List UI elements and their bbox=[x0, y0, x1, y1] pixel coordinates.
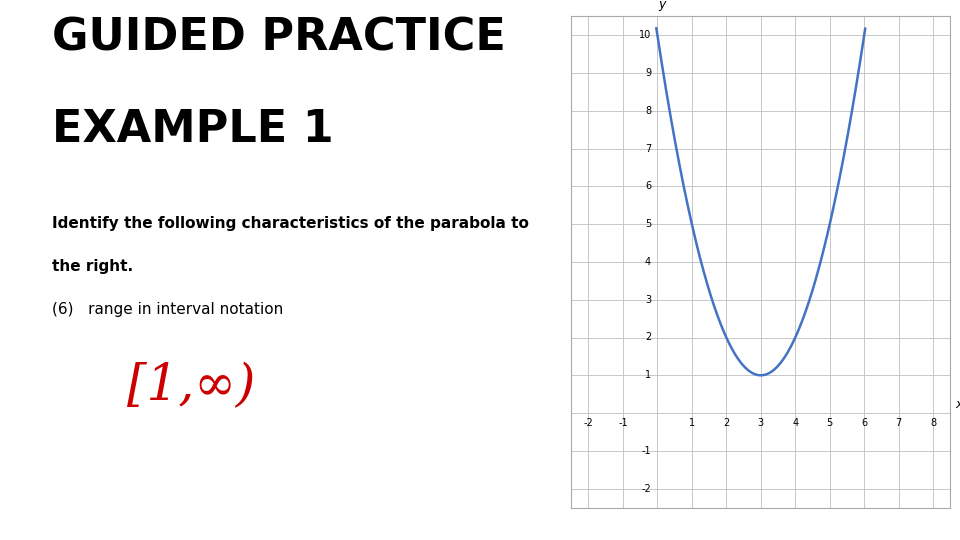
Text: 2: 2 bbox=[723, 417, 730, 428]
Text: -1: -1 bbox=[641, 446, 651, 456]
Text: 6: 6 bbox=[861, 417, 867, 428]
Text: 7: 7 bbox=[896, 417, 901, 428]
Text: 10: 10 bbox=[639, 30, 651, 40]
Text: EXAMPLE 1: EXAMPLE 1 bbox=[52, 108, 333, 151]
Text: the right.: the right. bbox=[52, 259, 133, 274]
Text: 6: 6 bbox=[645, 181, 651, 191]
Text: y: y bbox=[658, 0, 665, 10]
Text: 5: 5 bbox=[827, 417, 833, 428]
Text: 7: 7 bbox=[645, 144, 651, 153]
Text: 2: 2 bbox=[645, 333, 651, 342]
Text: 8: 8 bbox=[930, 417, 936, 428]
Text: -2: -2 bbox=[641, 484, 651, 494]
Text: [1,∞): [1,∞) bbox=[127, 362, 255, 411]
Text: 9: 9 bbox=[645, 68, 651, 78]
Text: Identify the following characteristics of the parabola to: Identify the following characteristics o… bbox=[52, 216, 529, 231]
Text: -1: -1 bbox=[618, 417, 628, 428]
Text: 8: 8 bbox=[645, 106, 651, 116]
Text: 3: 3 bbox=[645, 295, 651, 305]
Text: GUIDED PRACTICE: GUIDED PRACTICE bbox=[52, 16, 506, 59]
Text: 1: 1 bbox=[688, 417, 695, 428]
Text: 1: 1 bbox=[645, 370, 651, 380]
Text: 3: 3 bbox=[757, 417, 764, 428]
Text: x: x bbox=[955, 398, 960, 411]
Text: (6)   range in interval notation: (6) range in interval notation bbox=[52, 302, 283, 318]
Text: 5: 5 bbox=[645, 219, 651, 229]
Text: 4: 4 bbox=[792, 417, 799, 428]
Text: 4: 4 bbox=[645, 257, 651, 267]
Text: -2: -2 bbox=[584, 417, 593, 428]
